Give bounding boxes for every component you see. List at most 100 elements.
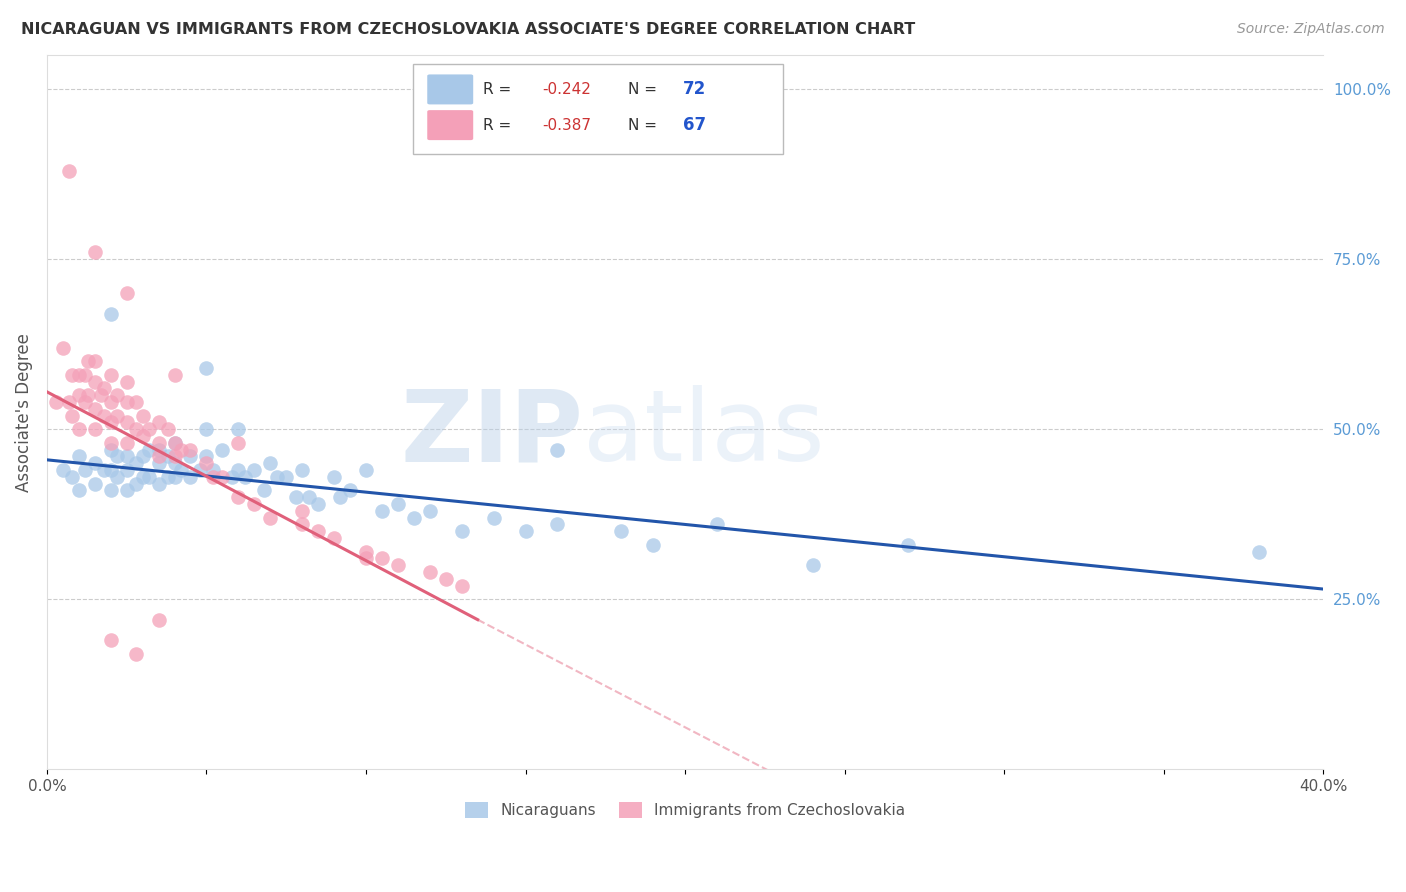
Point [67,368,90,382]
Point [83,456,105,470]
Point [163,450,186,464]
Point [148,416,170,430]
Point [163,435,186,450]
Point [228,463,250,477]
Point [179,442,201,457]
Point [77,388,100,402]
Point [801,558,824,573]
Point [131,450,153,464]
Point [100,395,122,409]
Point [100,416,122,430]
Point [228,490,250,504]
Point [371,504,394,518]
Point [100,633,122,648]
Point [195,361,218,376]
FancyBboxPatch shape [427,74,474,104]
Text: R =: R = [484,118,516,133]
Point [52,341,75,355]
Point [323,470,346,484]
Point [201,470,224,484]
Point [163,470,186,484]
Point [329,490,352,504]
Text: 72: 72 [682,80,706,98]
Point [67,450,90,464]
Point [243,463,266,477]
Point [610,524,633,539]
Point [354,544,377,558]
Point [515,524,537,539]
Point [157,470,180,484]
Point [148,476,170,491]
Point [211,470,233,484]
Point [125,456,148,470]
FancyBboxPatch shape [427,110,474,140]
Text: atlas: atlas [583,385,824,483]
Point [148,450,170,464]
Point [371,551,394,566]
Point [195,422,218,436]
Point [100,483,122,498]
Point [83,422,105,436]
Point [387,558,409,573]
Point [188,463,211,477]
Point [163,435,186,450]
Point [228,422,250,436]
Point [115,450,138,464]
Point [45,395,67,409]
Point [62,470,84,484]
Point [546,442,568,457]
Point [233,470,256,484]
Point [100,307,122,321]
Point [115,395,138,409]
Point [1249,544,1271,558]
Point [115,375,138,389]
Point [131,429,153,443]
Point [83,245,105,260]
Point [100,442,122,457]
Point [706,517,728,532]
Point [115,483,138,498]
Point [170,463,193,477]
Point [138,422,160,436]
Point [115,286,138,301]
Text: 67: 67 [682,116,706,134]
Point [115,463,138,477]
Point [138,442,160,457]
Point [163,368,186,382]
Point [339,483,361,498]
Point [105,450,128,464]
Point [276,470,298,484]
Point [284,490,307,504]
Point [354,463,377,477]
Point [93,381,115,395]
Point [100,463,122,477]
Point [115,416,138,430]
Point [643,538,665,552]
Point [148,442,170,457]
Point [75,463,97,477]
Point [75,368,97,382]
Point [354,551,377,566]
Point [148,613,170,627]
Point [58,163,80,178]
Point [105,470,128,484]
Point [419,565,441,579]
Legend: Nicaraguans, Immigrants from Czechoslovakia: Nicaraguans, Immigrants from Czechoslova… [457,795,912,826]
Text: -0.242: -0.242 [543,82,591,97]
Point [83,354,105,368]
Point [307,524,329,539]
FancyBboxPatch shape [413,64,783,153]
Point [148,456,170,470]
Point [419,504,441,518]
Point [259,456,281,470]
Point [163,456,186,470]
Point [77,354,100,368]
Point [105,409,128,423]
Point [307,497,329,511]
Y-axis label: Associate's Degree: Associate's Degree [15,333,32,491]
Point [52,463,75,477]
Point [138,470,160,484]
Point [90,388,112,402]
Point [450,524,472,539]
Point [62,368,84,382]
